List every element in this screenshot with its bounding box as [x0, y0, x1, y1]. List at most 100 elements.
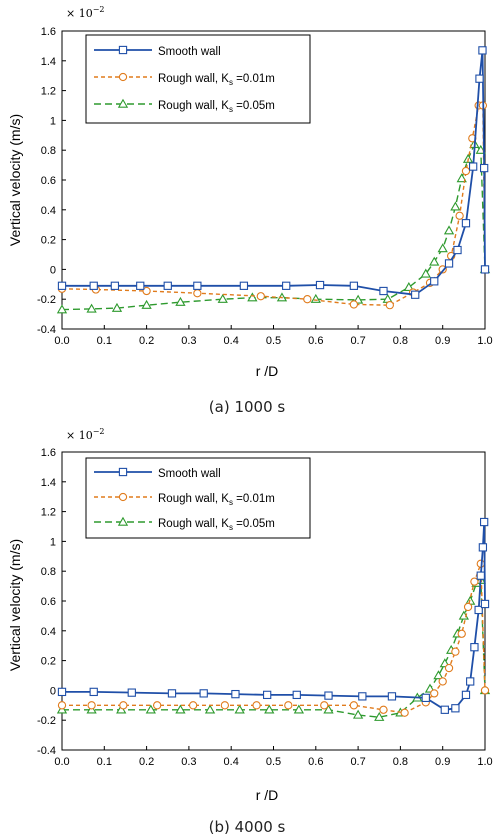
y-tick-label: 0.2 — [41, 235, 56, 247]
data-point — [204, 704, 216, 714]
data-point — [474, 605, 483, 615]
data-point — [475, 74, 484, 83]
y-tick-label: 1 — [50, 536, 56, 548]
x-tick-label: 0.0 — [54, 335, 69, 347]
data-point — [256, 292, 265, 301]
y-tick-label: 0.8 — [41, 145, 56, 157]
data-point — [478, 543, 488, 552]
x-tick-label: 0.6 — [308, 756, 323, 768]
data-point — [430, 689, 439, 698]
series-line — [62, 579, 486, 718]
data-point — [136, 281, 145, 290]
data-point — [284, 701, 293, 710]
data-point — [252, 701, 261, 710]
y-tick-label: 0.2 — [41, 656, 56, 668]
chart-panel-b: × 10−2 Vertical velocity (m/s) r /D (b) … — [7, 427, 493, 836]
panel-caption: (a) 1000 s — [209, 398, 286, 416]
y-tick-label: 1.6 — [41, 447, 56, 459]
y-tick-label: 1.4 — [41, 477, 56, 489]
series-rough-wall-005 — [56, 574, 491, 721]
data-point — [480, 517, 489, 527]
data-point — [420, 268, 431, 278]
data-point — [480, 599, 490, 609]
legend: Smooth wall Rough wall, Ks =0.01m Rough … — [85, 34, 311, 124]
data-point — [400, 708, 409, 717]
data-point — [282, 281, 291, 290]
data-point — [199, 689, 208, 698]
data-point — [234, 704, 245, 714]
x-tick-label: 0.4 — [224, 756, 239, 768]
x-axis-label: r /D — [256, 787, 279, 803]
data-point — [292, 690, 301, 700]
y-tick-label: 1.2 — [41, 507, 56, 519]
data-point — [358, 692, 367, 701]
x-tick-label: 0.1 — [97, 335, 112, 347]
data-point — [438, 677, 447, 686]
data-point — [145, 704, 156, 714]
data-point — [451, 647, 460, 656]
data-point — [142, 286, 151, 296]
data-point — [461, 219, 471, 228]
data-point — [193, 289, 202, 298]
x-tick-label: 0.0 — [54, 756, 69, 768]
y-tick-label: 1 — [50, 115, 56, 127]
x-tick-label: 0.5 — [266, 335, 281, 347]
x-tick-label: 0.9 — [435, 335, 450, 347]
data-point — [480, 265, 490, 274]
y-tick-label: 0.8 — [41, 566, 56, 578]
data-point — [451, 704, 460, 713]
legend-label-smooth: Smooth wall — [158, 46, 221, 58]
data-point — [461, 166, 471, 176]
chart-panel-a: × 10−2 Vertical velocity (m/s) r /D (a) … — [7, 5, 493, 416]
data-point — [349, 300, 359, 309]
series-rough-wall-001 — [57, 101, 490, 310]
series-line — [62, 563, 486, 714]
x-axis-label: r /D — [256, 363, 279, 379]
x-tick-label: 0.4 — [224, 335, 239, 347]
data-point — [315, 280, 325, 290]
y-multiplier-label: × 10−2 — [66, 5, 105, 20]
data-point — [320, 701, 329, 710]
legend-label-smooth: Smooth wall — [158, 468, 221, 480]
data-point — [119, 701, 128, 710]
x-tick-label: 1.0 — [477, 756, 492, 768]
data-point — [444, 663, 454, 673]
legend-marker — [117, 98, 129, 108]
data-point — [470, 643, 479, 652]
data-point — [443, 225, 455, 235]
y-tick-label: 0.4 — [41, 205, 56, 217]
y-multiplier-label: × 10−2 — [66, 427, 105, 442]
y-tick-label: 1.4 — [41, 56, 56, 68]
data-point — [247, 292, 258, 302]
y-tick-label: -0.4 — [37, 324, 56, 336]
series-smooth-wall — [57, 46, 490, 299]
x-tick-label: 0.7 — [350, 335, 365, 347]
data-point — [263, 690, 272, 700]
series-line — [61, 104, 486, 306]
data-point — [220, 701, 230, 710]
x-tick-label: 0.7 — [350, 756, 365, 768]
data-point — [167, 689, 177, 698]
data-point — [411, 290, 420, 299]
series-rough-wall-005 — [56, 138, 491, 314]
y-axis-label: Vertical velocity (m/s) — [7, 539, 23, 671]
series-line — [62, 521, 486, 711]
data-point — [421, 693, 430, 702]
x-tick-label: 0.5 — [266, 756, 281, 768]
data-point — [385, 301, 394, 310]
x-tick-label: 0.8 — [393, 756, 408, 768]
data-point — [110, 281, 120, 290]
legend: Smooth wall Rough wall, Ks =0.01m Rough … — [85, 457, 311, 539]
data-point — [437, 243, 448, 253]
data-point — [478, 46, 487, 55]
data-point — [86, 303, 97, 313]
data-point — [111, 302, 123, 312]
data-point — [470, 577, 479, 586]
x-tick-label: 0.8 — [393, 335, 408, 347]
x-tick-label: 0.6 — [308, 335, 323, 347]
data-point — [403, 281, 415, 291]
x-tick-label: 0.1 — [97, 756, 112, 768]
data-point — [430, 277, 439, 286]
data-point — [323, 704, 334, 714]
data-point — [217, 293, 228, 303]
